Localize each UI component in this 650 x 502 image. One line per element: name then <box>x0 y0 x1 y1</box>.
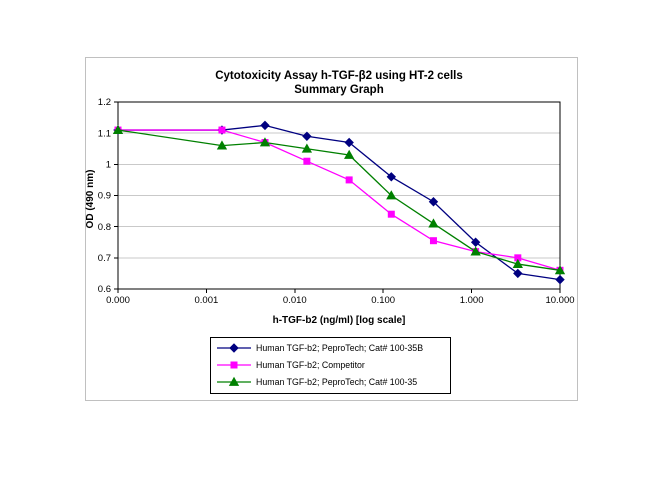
data-point-triangle <box>470 246 481 256</box>
legend-label: Human TGF-b2; PeproTech; Cat# 100-35B <box>256 343 423 353</box>
y-tick-label: 0.9 <box>98 191 111 202</box>
data-point-triangle <box>386 190 397 200</box>
y-tick-label: 0.6 <box>98 284 111 295</box>
x-tick-label: 10.000 <box>545 295 574 306</box>
x-tick-label: 0.010 <box>283 295 307 306</box>
series-line <box>117 129 561 271</box>
data-point-triangle <box>228 376 240 386</box>
data-point-triangle <box>301 143 313 153</box>
data-point-triangle <box>554 265 566 275</box>
legend-item-peprotech-100-35: Human TGF-b2; PeproTech; Cat# 100-35 <box>217 376 417 387</box>
legend-marker-diamond-icon <box>217 343 251 353</box>
data-point-square <box>345 176 353 184</box>
data-point-square <box>230 361 238 369</box>
data-point-diamond <box>555 274 565 285</box>
data-point-diamond <box>513 268 523 279</box>
data-point-diamond <box>386 172 397 182</box>
y-tick-label: 0.8 <box>98 222 111 233</box>
series-line <box>118 129 561 271</box>
data-point-square <box>387 210 395 218</box>
data-point-diamond <box>470 237 481 247</box>
data-point-triangle <box>428 218 439 228</box>
chart-subtitle: Summary Graph <box>294 84 383 96</box>
data-point-triangle <box>112 124 124 134</box>
data-point-diamond <box>302 131 312 141</box>
legend-marker-square-icon <box>217 361 251 369</box>
x-tick-label: 0.001 <box>195 295 219 306</box>
plot-area: 0.6 0.7 0.8 0.9 1 1.1 1.2 0.000 0.001 0.010 0.100 1… <box>98 97 575 306</box>
y-axis-title: OD (490 nm) <box>85 170 96 229</box>
data-point-diamond <box>428 197 439 207</box>
data-point-triangle <box>343 149 355 159</box>
data-point-triangle <box>512 258 523 268</box>
chart-title: Cytotoxicity Assay h-TGF-β2 using HT-2 c… <box>215 70 463 82</box>
data-point-square <box>303 157 311 165</box>
legend-marker-triangle-icon <box>217 376 251 386</box>
legend: Human TGF-b2; PeproTech; Cat# 100-35B Hu… <box>210 337 451 394</box>
y-tick-label: 1.1 <box>98 128 111 139</box>
data-point-diamond <box>344 137 354 148</box>
x-tick-label: 1.000 <box>460 295 484 306</box>
x-axis-title: h-TGF-b2 (ng/ml) [log scale] <box>273 315 406 326</box>
legend-item-peprotech-100-35b: Human TGF-b2; PeproTech; Cat# 100-35B <box>217 343 423 353</box>
data-point-diamond <box>229 343 239 353</box>
x-tick-label: 0.000 <box>106 295 130 306</box>
x-tick-label: 0.100 <box>371 295 395 306</box>
data-point-triangle <box>259 137 271 147</box>
y-tick-label: 0.7 <box>98 253 111 264</box>
legend-label: Human TGF-b2; Competitor <box>256 360 365 370</box>
data-point-triangle <box>216 140 228 150</box>
data-point-square <box>218 126 226 134</box>
y-tick-label: 1.2 <box>98 97 111 108</box>
y-tick-label: 1 <box>106 160 111 171</box>
legend-label: Human TGF-b2; PeproTech; Cat# 100-35 <box>256 377 417 387</box>
data-point-square <box>429 237 437 245</box>
data-point-diamond <box>260 120 270 131</box>
legend-item-competitor: Human TGF-b2; Competitor <box>217 360 365 370</box>
